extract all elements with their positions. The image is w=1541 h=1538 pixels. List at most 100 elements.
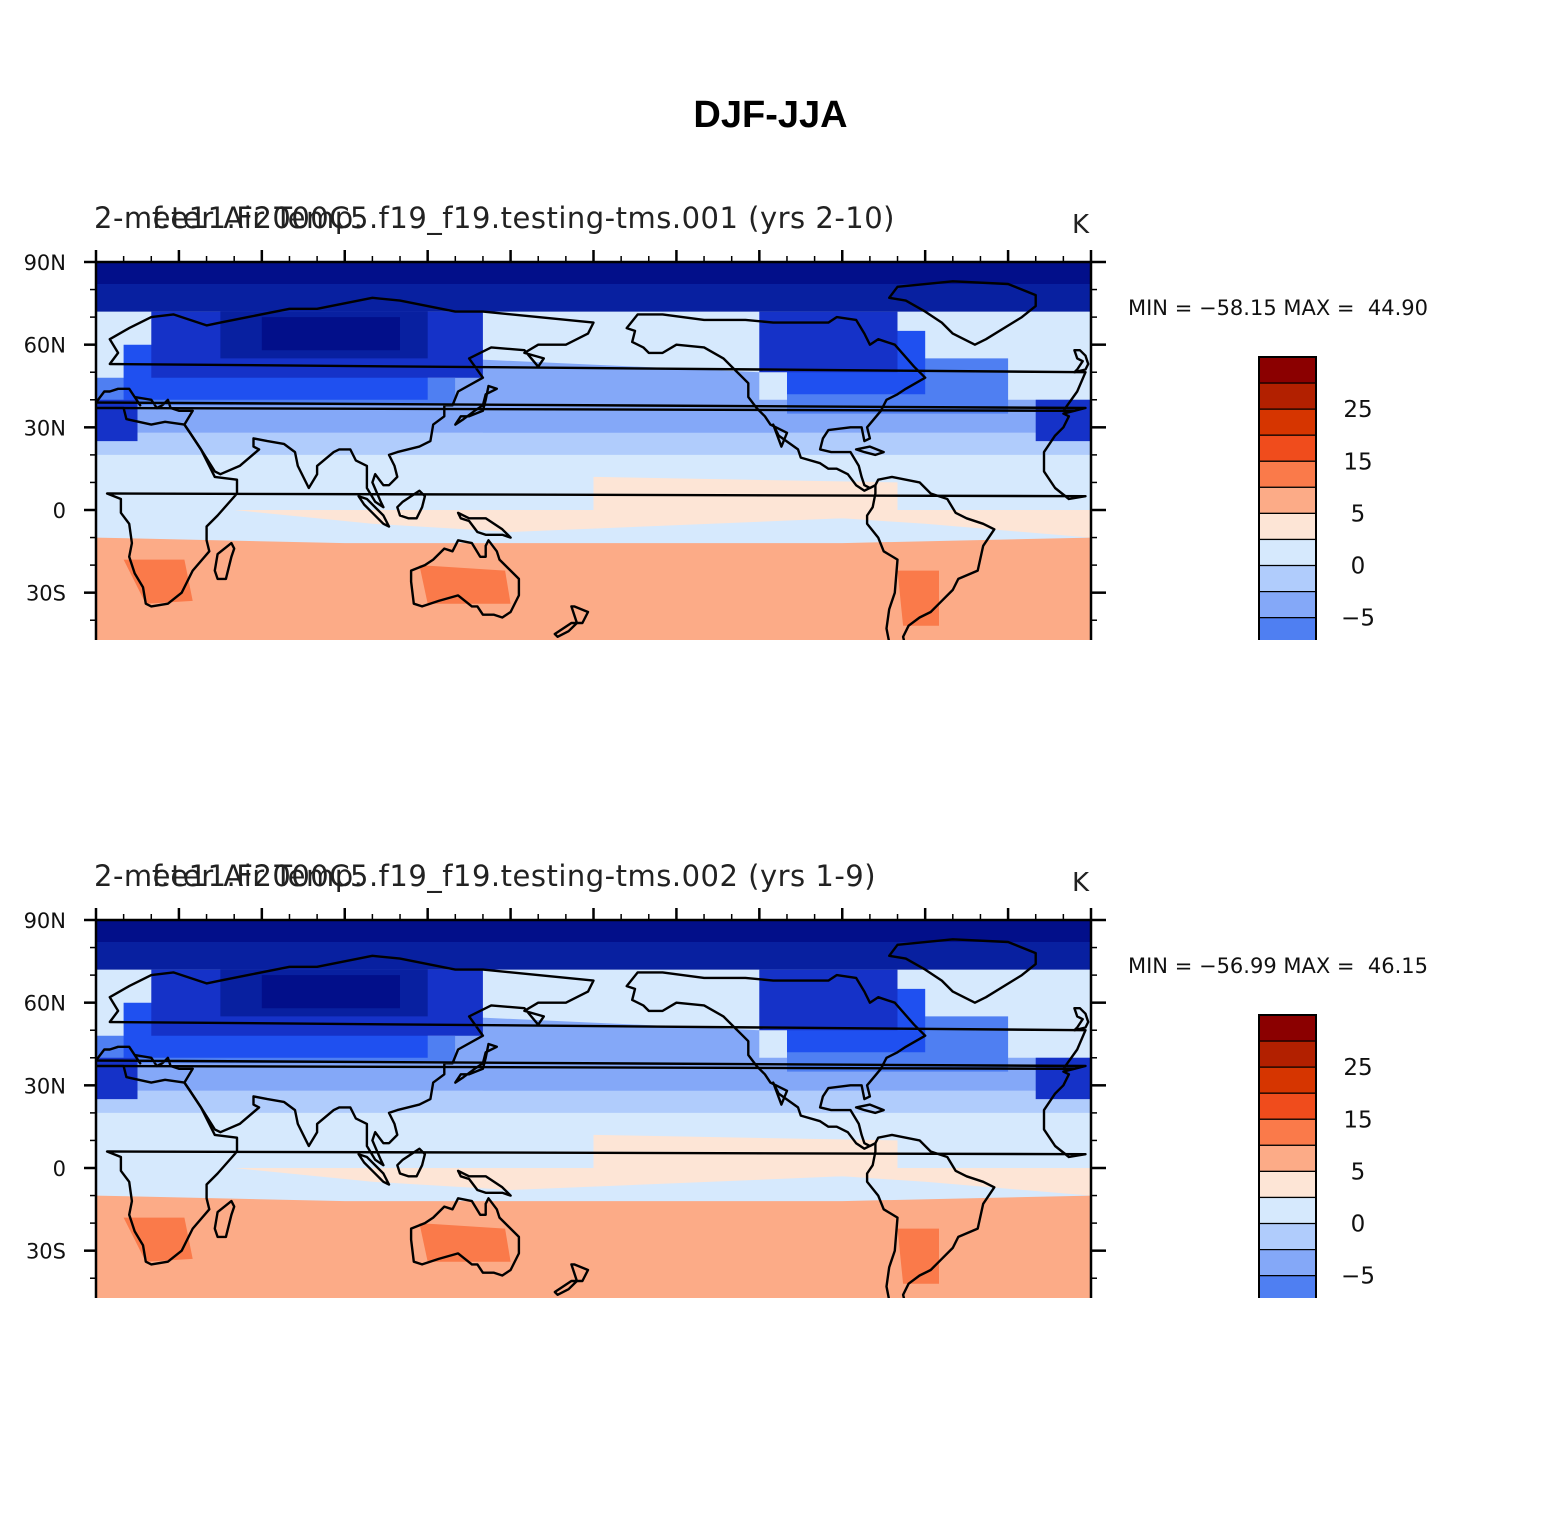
figure-title: DJF-JJA <box>693 94 848 136</box>
coastline-namerica <box>625 313 927 492</box>
colorbar-swatch <box>1258 538 1317 567</box>
lat-tick-label: 0 <box>53 1157 66 1181</box>
field-contour <box>593 476 898 519</box>
temperature-field <box>96 920 1091 1298</box>
coastline-cuba <box>854 1103 885 1115</box>
max-value: 46.15 <box>1367 954 1428 978</box>
colorbar-swatch <box>1258 1066 1317 1094</box>
min-value: −58.15 <box>1198 296 1277 320</box>
lat-tick-label: 30N <box>24 416 66 440</box>
colorbar-swatch <box>1258 460 1317 488</box>
colorbar-frame <box>1258 356 1317 640</box>
coastline-africa <box>96 1064 1087 1266</box>
field-contour <box>261 975 400 1009</box>
coastline-britain <box>1073 1007 1090 1032</box>
lat-tick-label: 30S <box>26 1240 66 1264</box>
coastline-newguinea <box>456 1169 512 1197</box>
units-label: K <box>1072 868 1090 898</box>
colorbar-label: 15 <box>1343 1107 1372 1133</box>
coastline-japan <box>454 1042 498 1084</box>
colorbar-swatch <box>1258 434 1317 462</box>
colorbar-swatch <box>1258 486 1317 515</box>
colorbar-swatch <box>1258 617 1317 640</box>
panel-variable-title: 2-meter Air Temp. <box>94 201 364 235</box>
colorbar-label: 0 <box>1351 554 1366 580</box>
coastline-australia <box>409 539 521 619</box>
coastline-sumatra <box>357 1153 391 1186</box>
colorbar-swatch <box>1258 512 1317 541</box>
field-contour <box>96 262 1091 284</box>
min-value: −56.99 <box>1198 954 1277 978</box>
field-contour <box>759 311 898 373</box>
colorbar-swatch <box>1258 1118 1317 1146</box>
coastlines <box>96 938 1090 1298</box>
map-plot: 90N60N30N030S60S90S030E60E90E120E150E180… <box>24 250 1375 640</box>
colorbar-label: 15 <box>1343 449 1372 475</box>
field-contour <box>123 1217 193 1262</box>
colorbar-swatch <box>1258 382 1317 410</box>
colorbar-swatch <box>1258 408 1317 436</box>
field-contour <box>455 358 760 406</box>
lat-tick-label: 90N <box>24 909 66 933</box>
colorbar-swatch <box>1258 564 1317 593</box>
colorbar-swatch <box>1258 1040 1317 1068</box>
colorbar-label: 5 <box>1351 501 1366 527</box>
colorbar-label: 0 <box>1351 1212 1366 1238</box>
coastline-samerica <box>865 1133 996 1298</box>
coastline-nzn <box>570 1263 590 1283</box>
field-contour <box>455 1016 760 1064</box>
field-contour <box>96 1057 138 1100</box>
coastline-cuba <box>854 445 885 457</box>
coastline-newguinea <box>456 511 512 539</box>
coastline-greenland <box>888 280 1037 346</box>
longitude-axis: 030E60E90E120E150E180150W120W90W60W30W0 <box>94 250 1093 262</box>
coastline-africa <box>96 406 1087 608</box>
colorbar-label: 25 <box>1343 1055 1372 1081</box>
colorbar-swatch <box>1258 590 1317 619</box>
colorbar-swatch <box>1258 1196 1317 1225</box>
lat-tick-label: 30N <box>24 1074 66 1098</box>
coastline-madagascar <box>213 1199 236 1239</box>
longitude-axis: 030E60E90E120E150E180150W120W90W60W30W0 <box>94 908 1093 920</box>
colorbar-swatch <box>1258 1092 1317 1120</box>
field-contour <box>593 1134 898 1177</box>
lat-tick-label: 90N <box>24 251 66 275</box>
coastline-japan <box>454 384 498 426</box>
colorbar-frame <box>1258 1014 1317 1298</box>
field-contour <box>759 969 898 1031</box>
lat-tick-label: 60N <box>24 334 66 358</box>
max-value: 44.90 <box>1367 296 1428 320</box>
coastline-madagascar <box>213 541 236 581</box>
colorbar-swatch <box>1258 1222 1317 1251</box>
min-label: MIN = <box>1128 296 1199 320</box>
colorbar-label: 25 <box>1343 397 1372 423</box>
map-plot: 90N60N30N030S60S90S030E60E90E120E150E180… <box>24 908 1375 1298</box>
field-contour <box>261 317 400 351</box>
field-contour <box>1035 1057 1091 1100</box>
map-panel-2: 2-meter Air Temp. f.e11.F2000C5.f19_f19.… <box>0 658 1541 1298</box>
colorbar-label: −5 <box>1341 1264 1375 1290</box>
coastline-samerica <box>865 475 996 640</box>
colorbar-swatch <box>1258 356 1317 384</box>
coastline-nzs <box>553 1279 579 1296</box>
colorbar-label: −5 <box>1341 606 1375 632</box>
max-label: MAX = <box>1283 954 1368 978</box>
field-contour <box>419 565 511 604</box>
field-contour <box>123 559 193 604</box>
units-label: K <box>1072 210 1090 240</box>
lat-tick-label: 30S <box>26 582 66 606</box>
colorbar-swatch <box>1258 1275 1317 1298</box>
lat-tick-label: 60N <box>24 992 66 1016</box>
coastline-britain <box>1073 349 1090 374</box>
coastline-borneo <box>396 489 427 520</box>
coastlines <box>96 280 1090 640</box>
colorbar-swatch <box>1258 1248 1317 1277</box>
latitude-axis: 90N60N30N030S60S90S <box>24 909 1106 1279</box>
min-label: MIN = <box>1128 954 1199 978</box>
temperature-field <box>96 262 1091 640</box>
latitude-axis: 90N60N30N030S60S90S <box>24 251 1106 621</box>
field-contour <box>96 399 138 442</box>
min-max-readout: MIN = −58.15 MAX = 44.90 <box>1128 296 1428 320</box>
